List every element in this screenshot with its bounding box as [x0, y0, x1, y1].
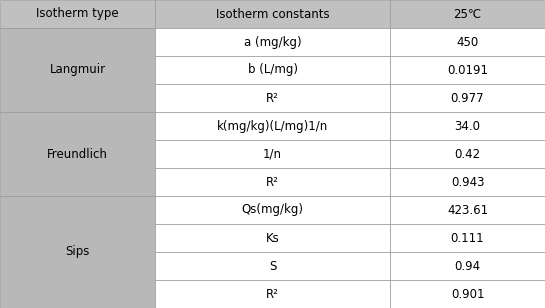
Text: Freundlich: Freundlich — [47, 148, 108, 160]
Bar — [155, 28, 390, 56]
Bar — [155, 196, 390, 224]
Text: 0.0191: 0.0191 — [447, 63, 488, 76]
Text: 0.94: 0.94 — [455, 260, 481, 273]
Text: 0.111: 0.111 — [451, 232, 485, 245]
Text: R²: R² — [266, 287, 279, 301]
Text: R²: R² — [266, 91, 279, 104]
Bar — [155, 252, 390, 280]
Text: a (mg/kg): a (mg/kg) — [244, 35, 301, 48]
Text: Sips: Sips — [65, 245, 90, 258]
Bar — [0, 196, 155, 308]
Bar — [155, 0, 390, 28]
Bar — [390, 196, 545, 224]
Text: Qs(mg/kg): Qs(mg/kg) — [241, 204, 304, 217]
Text: 423.61: 423.61 — [447, 204, 488, 217]
Bar — [390, 28, 545, 56]
Bar — [0, 0, 155, 28]
Text: Isotherm constants: Isotherm constants — [216, 7, 329, 21]
Text: 0.943: 0.943 — [451, 176, 485, 188]
Bar — [155, 168, 390, 196]
Bar — [390, 84, 545, 112]
Bar — [155, 56, 390, 84]
Text: Isotherm type: Isotherm type — [36, 7, 119, 21]
Text: Langmuir: Langmuir — [50, 63, 106, 76]
Bar — [155, 112, 390, 140]
Bar — [155, 84, 390, 112]
Bar — [155, 140, 390, 168]
Text: 34.0: 34.0 — [455, 120, 481, 132]
Text: S: S — [269, 260, 276, 273]
Text: 0.42: 0.42 — [455, 148, 481, 160]
Bar — [390, 252, 545, 280]
Text: 0.901: 0.901 — [451, 287, 485, 301]
Text: 450: 450 — [456, 35, 479, 48]
Text: b (L/mg): b (L/mg) — [247, 63, 298, 76]
Text: 25℃: 25℃ — [453, 7, 482, 21]
Bar — [390, 0, 545, 28]
Bar — [0, 112, 155, 196]
Text: k(mg/kg)(L/mg)1/n: k(mg/kg)(L/mg)1/n — [217, 120, 328, 132]
Bar — [0, 28, 155, 112]
Bar — [390, 280, 545, 308]
Text: 1/n: 1/n — [263, 148, 282, 160]
Bar — [155, 280, 390, 308]
Bar — [390, 168, 545, 196]
Text: R²: R² — [266, 176, 279, 188]
Bar — [390, 224, 545, 252]
Bar — [390, 112, 545, 140]
Text: 0.977: 0.977 — [451, 91, 485, 104]
Bar — [390, 56, 545, 84]
Bar — [390, 140, 545, 168]
Bar — [155, 224, 390, 252]
Text: Ks: Ks — [265, 232, 280, 245]
